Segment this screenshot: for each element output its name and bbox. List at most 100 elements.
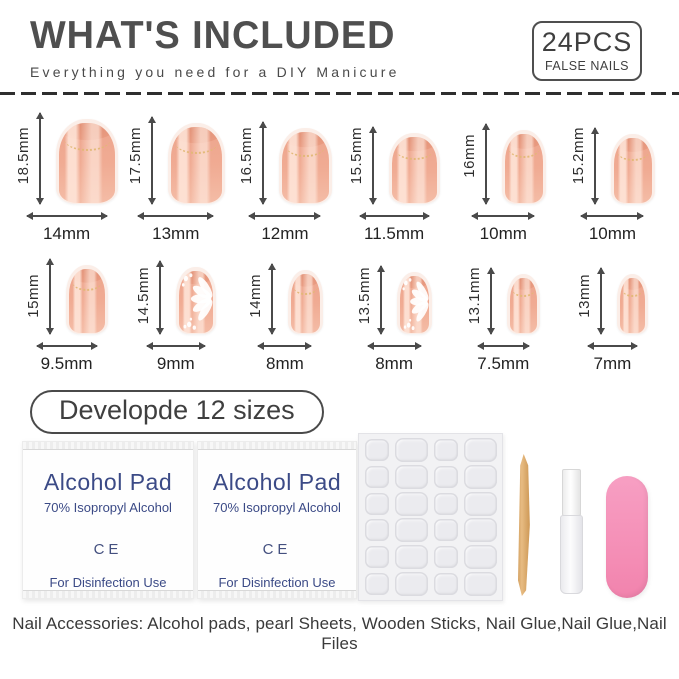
- nail-measure-group: 13mm: [576, 258, 649, 334]
- adhesive-sticker: [433, 572, 458, 595]
- width-label: 8mm: [266, 354, 304, 373]
- nail-cell: 18.5mm 14mm: [12, 108, 121, 254]
- glitter-arc: [512, 281, 536, 298]
- height-arrow: [589, 128, 600, 204]
- width-arrow: [581, 211, 644, 221]
- height-label: 17.5mm: [126, 127, 144, 185]
- width-arrow: [258, 341, 312, 351]
- adhesive-sticker: [463, 571, 497, 596]
- nail-paint: [170, 127, 222, 203]
- width-arrow: [359, 211, 429, 221]
- pad-crimp-edge: [198, 590, 356, 598]
- alcohol-pad-packet-2: Alcohol Pad 70% Isopropyl Alcohol CE For…: [197, 441, 357, 599]
- page-title: WHAT'S INCLUDED: [30, 14, 396, 57]
- width-label: 10mm: [479, 224, 527, 243]
- adhesive-sticker: [394, 438, 428, 462]
- adhesive-sticker: [364, 572, 389, 595]
- glitter-arc: [293, 277, 318, 295]
- nail-file-image: [606, 476, 648, 598]
- nail-cell: 15.5mm 11.5mm: [340, 108, 449, 254]
- nail-cell: 13.1mm 7.5mm: [449, 258, 558, 380]
- sizes-pill: Developde 12 sizes: [30, 390, 324, 434]
- height-label: 18.5mm: [15, 127, 33, 185]
- nail-cell: 14.5mm 9mm: [121, 258, 230, 380]
- adhesive-sticker-sheet: [358, 433, 503, 601]
- nail-image: [56, 119, 119, 204]
- nail-paint: [69, 269, 106, 333]
- height-arrow: [376, 266, 387, 334]
- nail-measure-group: 15mm: [25, 258, 109, 334]
- nail-measure-group: 18.5mm: [15, 108, 119, 204]
- nail-measure-group: 13.1mm: [466, 258, 541, 334]
- nail-cell: 13mm 7mm: [558, 258, 667, 380]
- nail-paint: [613, 138, 652, 203]
- pad-crimp-edge: [198, 442, 356, 450]
- adhesive-sticker: [463, 438, 497, 462]
- height-arrow: [486, 268, 497, 334]
- badge-label: FALSE NAILS: [544, 59, 629, 73]
- nail-cell: 17.5mm 13mm: [121, 108, 230, 254]
- height-label: 13.1mm: [466, 267, 484, 325]
- pad-crimp-edge: [23, 442, 193, 450]
- badge-count: 24PCS: [541, 27, 633, 57]
- height-label: 13.5mm: [356, 267, 374, 325]
- nail-image: [507, 274, 541, 334]
- width-label: 13mm: [152, 224, 200, 243]
- width-label: 9mm: [156, 354, 195, 373]
- width-arrow: [472, 211, 535, 221]
- height-label: 15.5mm: [348, 127, 366, 185]
- width-arrow: [138, 211, 214, 221]
- glitter-arc: [285, 136, 326, 157]
- pad-usage-text: For Disinfection Use: [49, 575, 167, 590]
- nail-paint: [290, 274, 320, 333]
- adhesive-sticker: [364, 465, 389, 488]
- glitter-arc: [174, 131, 218, 154]
- height-arrow: [480, 124, 491, 204]
- width-arrow: [36, 341, 97, 351]
- nail-paint: [281, 132, 329, 203]
- nail-row: 15mm 9.5mm 14.5mm 9mm 14mm 8mm 13.5mm 8mm 13.1mm…: [0, 258, 679, 380]
- nail-cell: 16mm 10mm: [449, 108, 558, 254]
- nail-size-grid: 18.5mm 14mm 17.5mm 13mm 16.5mm 12mm 15.5mm 11.5…: [0, 108, 679, 380]
- width-label: 7mm: [593, 354, 632, 373]
- width-label: 12mm: [261, 224, 309, 243]
- glitter-arc: [395, 140, 434, 161]
- adhesive-sticker: [433, 492, 458, 515]
- glue-cap: [561, 469, 581, 516]
- height-label: 16.5mm: [237, 127, 255, 185]
- glue-body: [559, 515, 583, 594]
- wooden-stick-image: [518, 454, 530, 596]
- nail-row: 18.5mm 14mm 17.5mm 13mm 16.5mm 12mm 15.5mm 11.5…: [0, 108, 679, 254]
- adhesive-sticker: [433, 439, 458, 461]
- nail-image: [287, 270, 323, 334]
- adhesive-sticker: [463, 491, 497, 516]
- dashed-divider: [0, 92, 679, 95]
- adhesive-sticker: [433, 465, 458, 488]
- adhesive-sticker: [463, 545, 497, 570]
- height-arrow: [257, 122, 268, 204]
- height-label: 14.5mm: [135, 267, 153, 325]
- height-arrow: [155, 261, 166, 334]
- width-arrow: [146, 341, 205, 351]
- nail-paint: [620, 278, 646, 333]
- pad-subtitle: 70% Isopropyl Alcohol: [213, 500, 341, 515]
- nail-image: [397, 272, 433, 334]
- height-arrow: [35, 113, 46, 204]
- nail-paint: [59, 123, 116, 203]
- width-label: 14mm: [42, 224, 91, 243]
- nail-cell: 13.5mm 8mm: [340, 258, 449, 380]
- height-arrow: [266, 264, 277, 334]
- nail-paint: [400, 276, 430, 333]
- adhesive-sticker: [394, 545, 428, 570]
- nail-cell: 14mm 8mm: [230, 258, 339, 380]
- nail-measure-group: 16.5mm: [238, 108, 332, 204]
- nail-measure-group: 13.5mm: [356, 258, 433, 334]
- height-label: 16mm: [460, 134, 478, 178]
- glitter-arc: [507, 137, 540, 159]
- nail-image: [278, 128, 332, 204]
- nail-image: [66, 265, 109, 334]
- adhesive-sticker: [364, 439, 389, 461]
- nail-cell: 16.5mm 12mm: [230, 108, 339, 254]
- width-label: 9.5mm: [40, 354, 93, 373]
- ce-mark: CE: [93, 541, 123, 558]
